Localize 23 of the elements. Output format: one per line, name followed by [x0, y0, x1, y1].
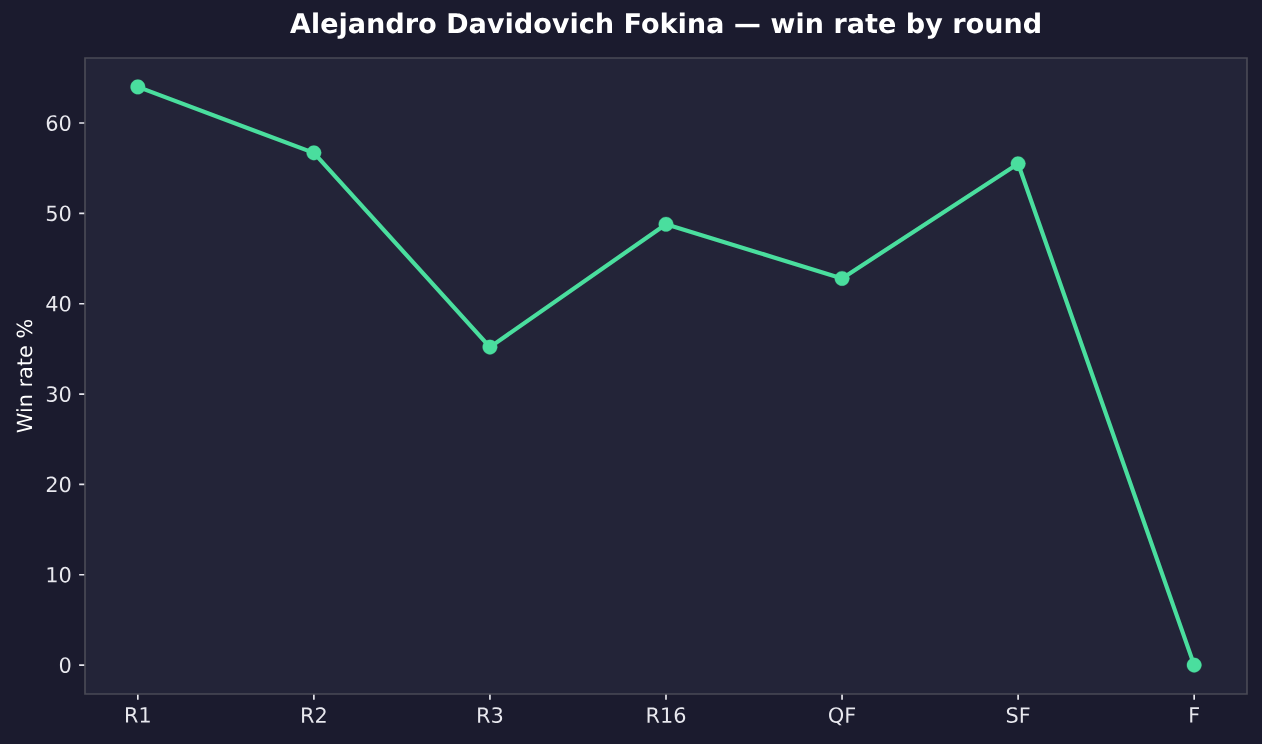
y-tick-label: 20 [46, 476, 71, 493]
point [834, 271, 850, 286]
point [658, 216, 674, 232]
y-tick-label: 50 [46, 205, 71, 222]
y-tick-label: 60 [46, 115, 71, 131]
point [482, 339, 498, 355]
y-tick-label: 30 [46, 386, 71, 402]
x-tick-label: R2 [302, 707, 326, 723]
y-tick-label: 40 [46, 295, 71, 312]
x-tick-label: QF [829, 707, 856, 726]
x-tick-label: F [1190, 707, 1199, 723]
point [130, 79, 146, 95]
x-tick-label: R3 [478, 707, 503, 723]
y-tick-label: 0 [59, 657, 71, 673]
point [306, 145, 322, 161]
point [1010, 156, 1026, 172]
y-axis-title: Win rate % [16, 319, 33, 433]
x-tick-label: SF [1006, 707, 1030, 723]
point [1186, 657, 1202, 673]
x-tick-label: R1 [126, 707, 150, 723]
y-tick-label: 10 [47, 566, 71, 583]
x-tick-label: R16 [647, 707, 686, 723]
chart-title: Alejandro Davidovich Fokina — win rate by round [290, 12, 1040, 39]
